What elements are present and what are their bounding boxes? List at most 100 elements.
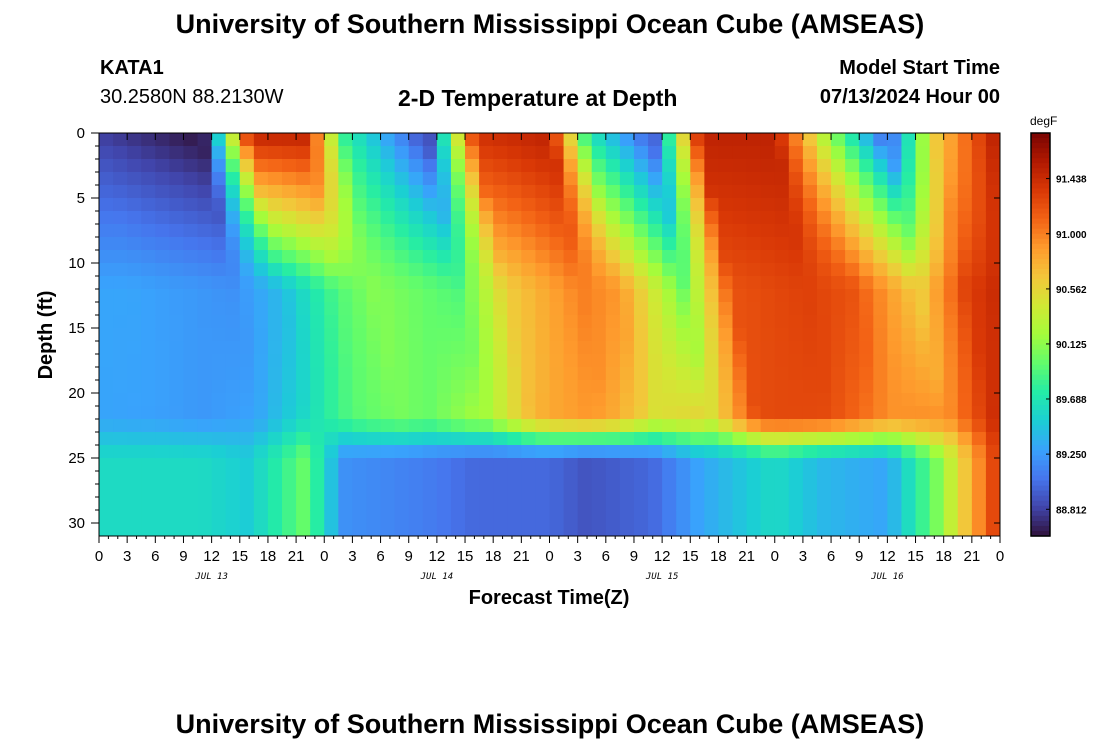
heatmap-cell bbox=[211, 185, 227, 199]
heatmap-cell bbox=[633, 185, 649, 199]
heatmap-cell bbox=[662, 406, 677, 420]
heatmap-cell bbox=[831, 185, 846, 199]
heatmap-cell bbox=[310, 328, 325, 342]
heatmap-cell bbox=[436, 497, 452, 511]
heatmap-cell bbox=[676, 354, 691, 368]
heatmap-cell bbox=[338, 406, 354, 420]
heatmap-cell bbox=[563, 432, 579, 446]
heatmap-cell bbox=[436, 211, 452, 225]
heatmap-cell bbox=[802, 159, 818, 173]
colorbar-tick-label: 90.562 bbox=[1056, 285, 1087, 296]
heatmap-cell bbox=[282, 172, 297, 186]
heatmap-cell bbox=[718, 471, 734, 485]
heatmap-cell bbox=[535, 341, 551, 355]
heatmap-cell bbox=[99, 419, 114, 433]
heatmap-cell bbox=[211, 497, 227, 511]
heatmap-cell bbox=[929, 419, 945, 433]
heatmap-cell bbox=[549, 510, 565, 524]
heatmap-cell bbox=[422, 172, 438, 186]
heatmap-cell bbox=[113, 393, 128, 407]
heatmap-cell bbox=[619, 315, 635, 329]
heatmap-cell bbox=[479, 172, 494, 186]
heatmap-cell bbox=[479, 211, 494, 225]
heatmap-cell bbox=[718, 367, 734, 381]
heatmap-cell bbox=[225, 432, 241, 446]
heatmap-cell bbox=[591, 523, 607, 536]
heatmap-cell bbox=[324, 302, 339, 316]
heatmap-cell bbox=[225, 341, 241, 355]
heatmap-cell bbox=[394, 523, 410, 536]
heatmap-cell bbox=[408, 276, 424, 290]
heatmap-cell bbox=[197, 419, 213, 433]
heatmap-cell bbox=[141, 432, 156, 446]
heatmap-cell bbox=[943, 159, 959, 173]
heatmap-cell bbox=[985, 458, 1000, 472]
heatmap-cell bbox=[859, 211, 874, 225]
heatmap-cell bbox=[887, 302, 903, 316]
heatmap-cell bbox=[563, 354, 579, 368]
colorbar-segment bbox=[1031, 354, 1050, 361]
colorbar-segment bbox=[1031, 218, 1050, 225]
heatmap-cell bbox=[436, 276, 452, 290]
heatmap-cell bbox=[394, 419, 410, 433]
heatmap-cell bbox=[141, 484, 156, 498]
heatmap-cell bbox=[901, 250, 917, 264]
heatmap-cell bbox=[380, 354, 396, 368]
heatmap-cell bbox=[633, 419, 649, 433]
heatmap-cell bbox=[521, 354, 537, 368]
heatmap-cell bbox=[352, 419, 368, 433]
heatmap-cell bbox=[183, 497, 199, 511]
heatmap-cell bbox=[310, 263, 325, 277]
heatmap-cell bbox=[127, 315, 142, 329]
heatmap-cell bbox=[394, 276, 410, 290]
heatmap-cell bbox=[113, 380, 128, 394]
heatmap-cell bbox=[971, 445, 987, 459]
heatmap-cell bbox=[225, 419, 241, 433]
colorbar-segment bbox=[1031, 228, 1050, 235]
heatmap-cell bbox=[577, 393, 593, 407]
heatmap-cell bbox=[859, 224, 874, 238]
heatmap-cell bbox=[422, 341, 438, 355]
heatmap-cell bbox=[465, 250, 480, 264]
heatmap-cell bbox=[465, 159, 480, 173]
heatmap-cell bbox=[211, 328, 227, 342]
heatmap-cell bbox=[493, 380, 508, 394]
heatmap-cell bbox=[169, 380, 185, 394]
heatmap-cell bbox=[465, 367, 480, 381]
heatmap-cell bbox=[802, 198, 818, 212]
heatmap-cell bbox=[366, 237, 382, 251]
heatmap-cell bbox=[549, 237, 565, 251]
colorbar-segment bbox=[1031, 465, 1050, 472]
heatmap-cell bbox=[155, 185, 170, 199]
heatmap-cell bbox=[253, 276, 269, 290]
heatmap-cell bbox=[718, 432, 734, 446]
heatmap-cell bbox=[648, 354, 663, 368]
colorbar-segment bbox=[1031, 530, 1050, 537]
colorbar-unit: degF bbox=[1030, 114, 1057, 128]
heatmap-cell bbox=[873, 185, 888, 199]
heatmap-cell bbox=[352, 185, 368, 199]
heatmap-cell bbox=[366, 328, 382, 342]
heatmap-cell bbox=[718, 185, 734, 199]
heatmap-cell bbox=[971, 224, 987, 238]
heatmap-cell bbox=[760, 497, 776, 511]
heatmap-cell bbox=[929, 484, 945, 498]
heatmap-cell bbox=[422, 263, 438, 277]
heatmap-cell bbox=[338, 146, 354, 160]
heatmap-cell bbox=[366, 419, 382, 433]
colorbar-segment bbox=[1031, 163, 1050, 169]
heatmap-cell bbox=[239, 393, 255, 407]
heatmap-cell bbox=[535, 211, 551, 225]
heatmap-cell bbox=[113, 471, 128, 485]
heatmap-cell bbox=[732, 406, 748, 420]
heatmap-cell bbox=[155, 510, 170, 524]
colorbar-segment bbox=[1031, 349, 1050, 356]
x-tick-label: 0 bbox=[996, 548, 1004, 565]
heatmap-cell bbox=[267, 198, 283, 212]
heatmap-cell bbox=[338, 263, 354, 277]
heatmap-cell bbox=[774, 302, 790, 316]
colorbar-segment bbox=[1031, 253, 1050, 260]
heatmap-cell bbox=[662, 315, 677, 329]
heatmap-cell bbox=[535, 289, 551, 303]
heatmap-cell bbox=[859, 523, 874, 536]
